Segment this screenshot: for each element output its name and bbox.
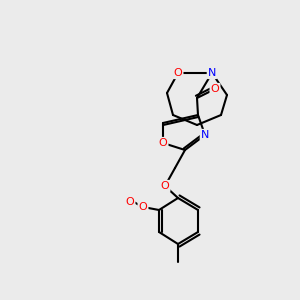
Text: O: O: [126, 197, 134, 207]
Text: O: O: [211, 84, 219, 94]
Text: O: O: [174, 68, 182, 78]
Text: N: N: [208, 68, 216, 78]
Text: N: N: [201, 130, 209, 140]
Text: O: O: [139, 202, 147, 212]
Text: O: O: [159, 138, 167, 148]
Text: O: O: [160, 181, 169, 191]
